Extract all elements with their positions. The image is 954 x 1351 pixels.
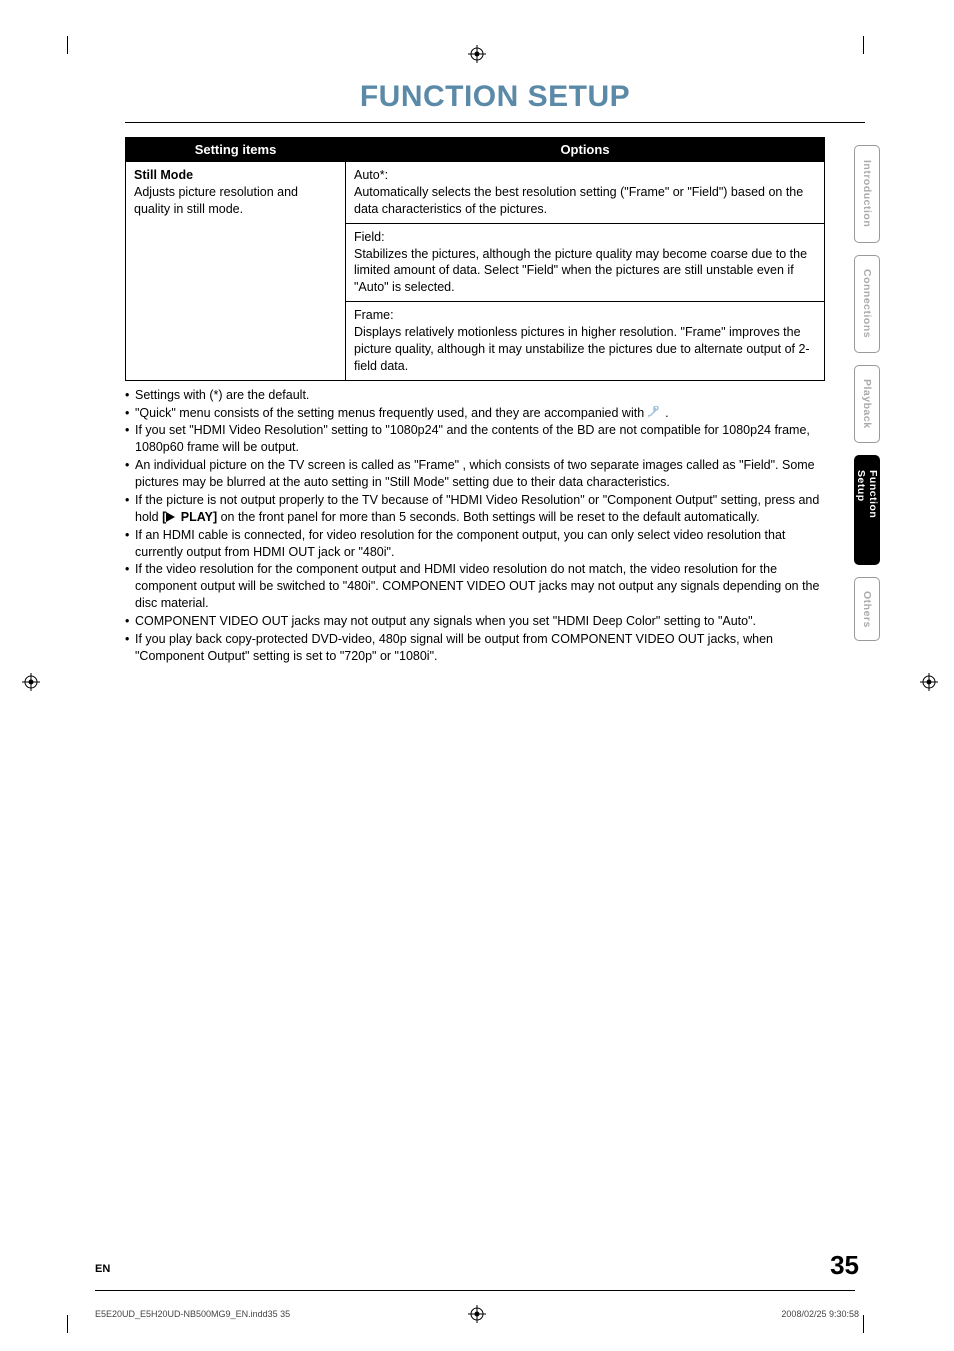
setting-item-cell: Still Mode Adjusts picture resolution an… [126,162,346,381]
registration-mark-icon [468,1305,486,1323]
tab-playback[interactable]: Playback [854,365,880,443]
play-icon [166,512,175,522]
tab-others[interactable]: Others [854,577,880,641]
option-field-cell: Field: Stabilizes the pictures, although… [346,223,825,302]
registration-mark-icon [22,673,40,691]
crop-mark [67,36,68,54]
note-item: If the picture is not output properly to… [125,492,825,526]
note-item: An individual picture on the TV screen i… [125,457,825,491]
note-item: If you set "HDMI Video Resolution" setti… [125,422,825,456]
table-header-options: Options [346,138,825,162]
note-item: COMPONENT VIDEO OUT jacks may not output… [125,613,825,630]
footer-timestamp: 2008/02/25 9:30:58 [781,1309,859,1319]
registration-mark-icon [920,673,938,691]
option-field-text: Stabilizes the pictures, although the pi… [354,247,807,295]
page-content: FUNCTION SETUP Setting items Options Sti… [125,80,865,666]
title-rule [125,122,865,123]
side-tabs: Introduction Connections Playback Functi… [854,145,880,653]
footer-rule [95,1290,855,1291]
crop-mark [863,36,864,54]
tab-function-setup[interactable]: Function Setup [854,455,880,565]
option-auto-cell: Auto*: Automatically selects the best re… [346,162,825,224]
note-item: "Quick" menu consists of the setting men… [125,405,825,422]
page-number: 35 [830,1250,859,1281]
option-frame-label: Frame: [354,308,394,322]
settings-table: Setting items Options Still Mode Adjusts… [125,137,825,381]
option-frame-cell: Frame: Displays relatively motionless pi… [346,302,825,381]
note-item: Settings with (*) are the default. [125,387,825,404]
option-auto-text: Automatically selects the best resolutio… [354,185,803,216]
crop-mark [67,1315,68,1333]
note-item: If you play back copy-protected DVD-vide… [125,631,825,665]
note-item: If the video resolution for the componen… [125,561,825,612]
registration-mark-icon [468,45,486,63]
footer-file: E5E20UD_E5H20UD-NB500MG9_EN.indd35 35 [95,1309,290,1319]
page-title: FUNCTION SETUP [125,80,865,114]
language-label: EN [95,1263,110,1275]
crop-mark [863,1315,864,1333]
tab-connections[interactable]: Connections [854,255,880,353]
tab-introduction[interactable]: Introduction [854,145,880,243]
wrench-icon [648,406,662,418]
option-field-label: Field: [354,230,385,244]
option-auto-label: Auto*: [354,168,388,182]
table-header-setting: Setting items [126,138,346,162]
note-item: If an HDMI cable is connected, for video… [125,527,825,561]
option-frame-text: Displays relatively motionless pictures … [354,325,810,373]
setting-item-desc: Adjusts picture resolution and quality i… [134,185,298,216]
setting-item-name: Still Mode [134,168,193,182]
notes-list: Settings with (*) are the default. "Quic… [125,387,825,665]
